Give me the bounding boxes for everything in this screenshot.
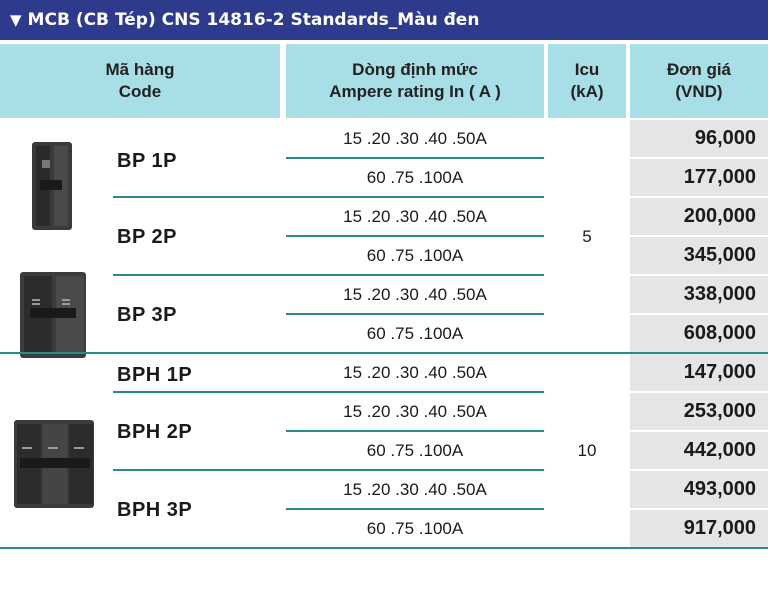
price-cell: 345,000	[630, 237, 768, 274]
price-cell: 338,000	[630, 276, 768, 313]
rating-cell: 15 .20 .30 .40 .50A	[343, 363, 487, 382]
breaker-3p-image	[14, 420, 94, 508]
price-cell: 253,000	[630, 393, 768, 430]
rating-cell: 60 .75 .100A	[366, 519, 464, 538]
row-divider	[286, 508, 544, 510]
header-code: Mã hàng Code	[0, 44, 280, 118]
price-cell: 442,000	[630, 432, 768, 469]
rating-cell: 60 .75 .100A	[366, 168, 464, 187]
price-cell: 608,000	[630, 315, 768, 352]
code-bp-3p: BP 3P	[117, 304, 177, 326]
header-price-line1: Đơn giá	[666, 60, 732, 79]
header-code-line2: Code	[118, 82, 162, 101]
breaker-2p-image	[20, 272, 86, 358]
header-icu: Icu (kA)	[548, 44, 626, 118]
section-divider	[0, 352, 768, 354]
price-cell: 200,000	[630, 198, 768, 235]
rating-cell: 15 .20 .30 .40 .50A	[343, 285, 487, 304]
price-cell: 147,000	[630, 354, 768, 391]
row-divider	[286, 235, 544, 237]
header-icu-line2: (kA)	[570, 82, 604, 101]
code-bp-1p: BP 1P	[117, 150, 177, 172]
group-divider	[113, 274, 544, 276]
price-cell: 917,000	[630, 510, 768, 547]
code-bph-2p: BPH 2P	[117, 421, 193, 443]
group-divider	[113, 469, 544, 471]
rating-cell: 15 .20 .30 .40 .50A	[343, 207, 487, 226]
rating-cell: 15 .20 .30 .40 .50A	[343, 402, 487, 421]
code-bph-1p: BPH 1P	[117, 364, 193, 386]
code-bph-3p: BPH 3P	[117, 499, 193, 521]
header-rating-line1: Dòng định mức	[352, 60, 478, 79]
rating-cell: 60 .75 .100A	[366, 246, 464, 265]
row-divider	[286, 313, 544, 315]
rating-cell: 60 .75 .100A	[366, 324, 464, 343]
icu-bph: 10	[577, 441, 597, 460]
triangle-down-icon: ▼	[10, 11, 22, 29]
table-bottom-border	[0, 547, 768, 549]
price-cell: 493,000	[630, 471, 768, 508]
breaker-1p-image	[32, 142, 72, 230]
rating-cell: 60 .75 .100A	[366, 441, 464, 460]
group-divider	[113, 391, 544, 393]
page-title: MCB (CB Tép) CNS 14816-2 Standards_Màu đ…	[27, 10, 480, 30]
header-code-line1: Mã hàng	[105, 60, 175, 79]
rating-cell: 15 .20 .30 .40 .50A	[343, 480, 487, 499]
row-divider	[286, 430, 544, 432]
price-cell: 96,000	[630, 120, 768, 157]
row-divider	[286, 157, 544, 159]
rating-cell: 15 .20 .30 .40 .50A	[343, 129, 487, 148]
header-icu-line1: Icu	[574, 60, 600, 79]
header-rating-line2: Ampere rating In ( A )	[329, 82, 501, 101]
price-cell: 177,000	[630, 159, 768, 196]
title-bar: ▼ MCB (CB Tép) CNS 14816-2 Standards_Màu…	[0, 0, 768, 40]
header-price: Đơn giá (VND)	[630, 44, 768, 118]
code-bp-2p: BP 2P	[117, 226, 177, 248]
icu-bp: 5	[582, 227, 592, 246]
header-rating: Dòng định mức Ampere rating In ( A )	[286, 44, 544, 118]
group-divider	[113, 196, 544, 198]
header-price-line2: (VND)	[675, 82, 723, 101]
